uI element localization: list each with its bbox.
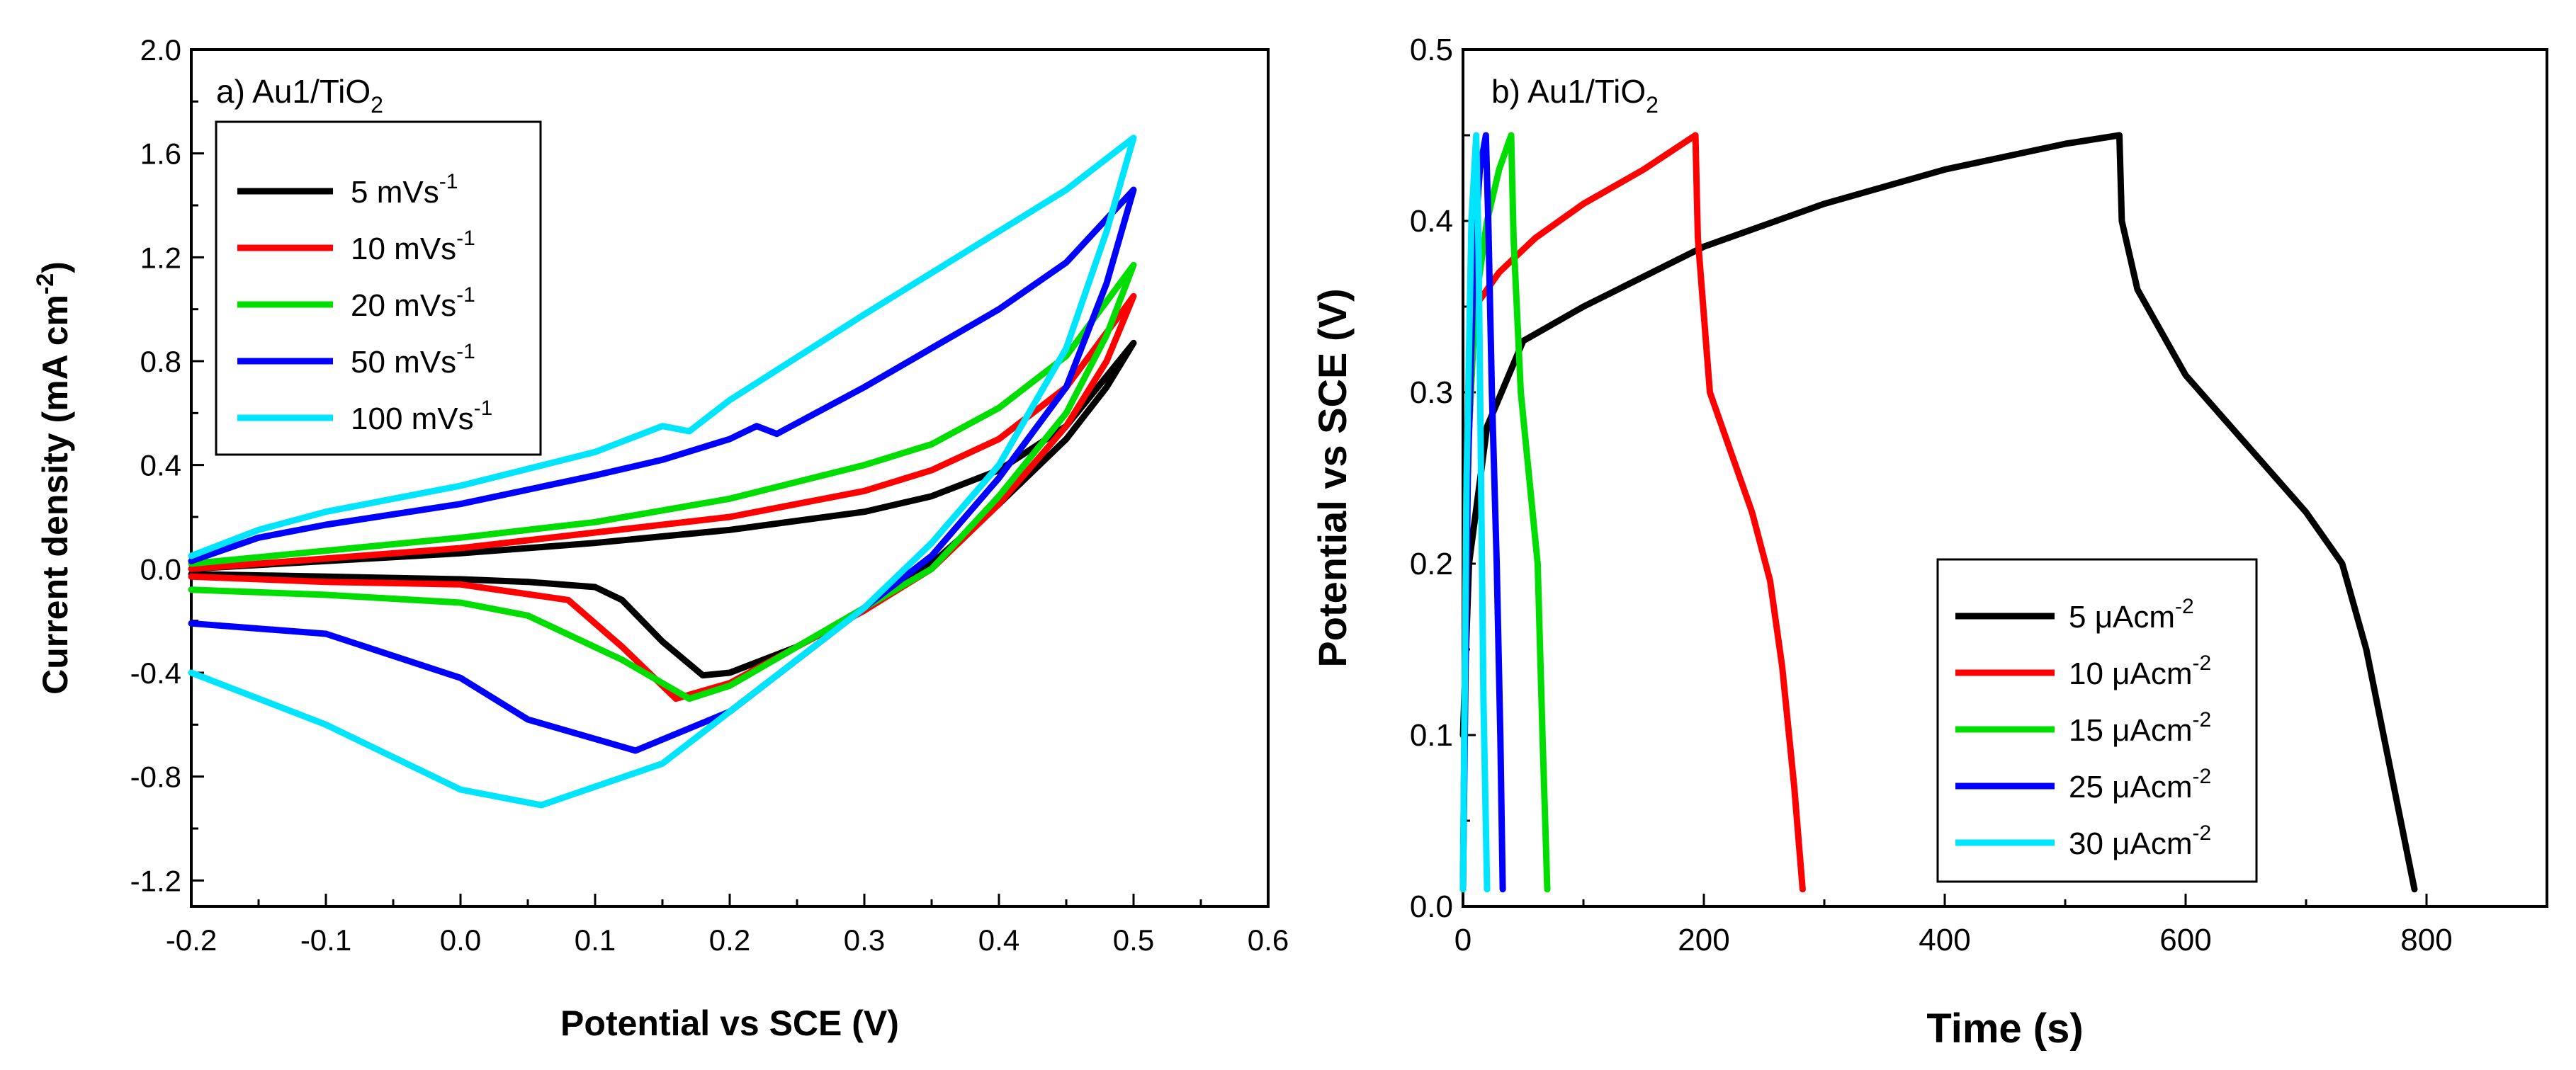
cv-y-tick-label: -1.2 [130, 864, 181, 897]
cv-chart-panel: -0.2 -0.1 0.0 0.1 0.2 0.3 0.4 0.5 0.6 -1.2 -0.8 -0.… [32, 33, 1289, 1043]
gcd-x-tick-label: 200 [1678, 923, 1729, 957]
gcd-chart-panel: 0 200 400 600 800 0.0 0.1 0.2 0.3 0.4 0.5 b) Au1/T… [1310, 33, 2548, 1052]
cv-y-tick-label: -0.4 [130, 656, 181, 690]
gcd-x-tick-label: 600 [2159, 923, 2211, 957]
cv-legend-label: 10 mVs-1 [351, 227, 475, 266]
gcd-series-group [1459, 132, 2418, 893]
cv-x-tick-label: 0.6 [1248, 923, 1289, 957]
gcd-y-tick-label: 0.1 [1410, 718, 1453, 753]
gcd-x-tick-label: 400 [1919, 923, 1970, 957]
cv-legend-label: 5 mVs-1 [351, 170, 458, 210]
gcd-legend-label: 15 μAcm-2 [2069, 708, 2211, 748]
cv-series-group [188, 135, 1137, 809]
gcd-legend-label: 25 μAcm-2 [2069, 765, 2211, 804]
gcd-y-tick-label: 0.4 [1410, 204, 1453, 239]
cv-y-tick-label: 0.8 [140, 345, 181, 378]
cv-series-line-4 [188, 186, 1137, 754]
cv-y-tick-label: 1.6 [140, 137, 181, 171]
cv-y-tick-label: -0.8 [130, 761, 181, 794]
gcd-legend-label: 5 μAcm-2 [2069, 595, 2194, 634]
gcd-x-tick-label: 0 [1454, 923, 1471, 957]
cv-x-tick-label: 0.1 [575, 923, 616, 957]
cv-x-tick-label: -0.1 [300, 923, 351, 957]
gcd-legend-label: 10 μAcm-2 [2069, 651, 2211, 691]
cv-x-tick-label: 0.4 [978, 923, 1019, 957]
gcd-y-tick-label: 0.0 [1410, 889, 1453, 924]
cv-legend-box [215, 120, 542, 456]
cv-y-tick-label: 1.2 [140, 241, 181, 274]
gcd-panel-label: b) Au1/TiO2 [1491, 73, 1659, 118]
gcd-legend-label: 30 μAcm-2 [2069, 821, 2211, 861]
cv-legend-label: 20 mVs-1 [351, 283, 475, 323]
cv-legend-label: 100 mVs-1 [351, 397, 492, 436]
cv-legend-label: 50 mVs-1 [351, 340, 475, 380]
cv-x-tick-label: 0.2 [709, 923, 750, 957]
gcd-y-tick-label: 0.5 [1410, 33, 1453, 67]
cv-panel-label: a) Au1/TiO2 [216, 73, 383, 118]
cv-y-tick-label: 0.4 [140, 449, 181, 482]
cv-x-tick-label: 0.5 [1113, 923, 1154, 957]
cv-series-line-2 [188, 292, 1137, 702]
cv-y-tick-label: 2.0 [140, 33, 181, 67]
gcd-legend: 5 μAcm-2 10 μAcm-2 15 μAcm-2 25 μAcm-2 30 μA… [1936, 558, 2258, 883]
gcd-axis-ticks: 0 200 400 600 800 0.0 0.1 0.2 0.3 0.4 0.5 [1410, 33, 2453, 957]
gcd-series-line-1 [1459, 132, 2418, 893]
cv-x-tick-label: 0.0 [440, 923, 481, 957]
cv-y-tick-label: 0.0 [140, 552, 181, 586]
cv-x-tick-label: -0.2 [166, 923, 217, 957]
gcd-y-tick-label: 0.3 [1410, 375, 1453, 410]
gcd-x-tick-label: 800 [2400, 923, 2452, 957]
cv-axis-ticks: -0.2 -0.1 0.0 0.1 0.2 0.3 0.4 0.5 0.6 -1.2 -0.8 -0.… [130, 33, 1289, 957]
cv-x-axis-title: Potential vs SCE (V) [560, 1003, 899, 1043]
cv-x-tick-label: 0.3 [844, 923, 885, 957]
gcd-series-line-5 [1459, 132, 1491, 893]
gcd-y-tick-label: 0.2 [1410, 547, 1453, 581]
cv-legend: 5 mVs-1 10 mVs-1 20 mVs-1 50 mVs-1 100 mVs-1 [215, 120, 542, 456]
gcd-y-axis-title: Potential vs SCE (V) [1310, 288, 1355, 667]
cv-series-line-3 [188, 261, 1137, 702]
gcd-x-axis-title: Time (s) [1926, 1006, 2083, 1052]
cv-series-line-5 [188, 135, 1137, 809]
cv-y-axis-title: Current density (mA cm-2) [32, 261, 75, 695]
